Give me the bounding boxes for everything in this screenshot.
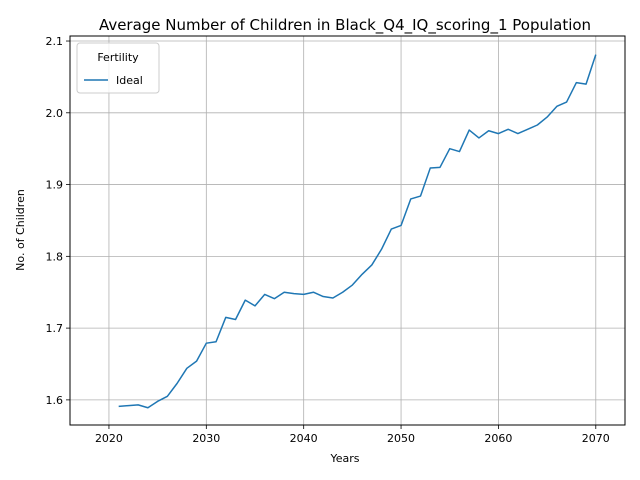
x-tick-label: 2050	[387, 432, 415, 445]
y-tick-label: 1.6	[46, 394, 64, 407]
x-tick-label: 2070	[582, 432, 610, 445]
grid	[70, 36, 625, 425]
x-tick-label: 2020	[95, 432, 123, 445]
x-axis-label: Years	[329, 452, 359, 465]
y-axis: 1.6 1.7 1.8 1.9 2.0 2.1	[46, 35, 70, 407]
y-tick-label: 2.1	[46, 35, 64, 48]
x-tick-label: 2040	[290, 432, 318, 445]
x-tick-label: 2060	[484, 432, 512, 445]
plot-frame	[69, 35, 626, 426]
x-tick-label: 2030	[192, 432, 220, 445]
x-axis: 2020 2030 2040 2050 2060 2070	[95, 425, 610, 445]
y-tick-label: 2.0	[46, 107, 64, 120]
legend-label-ideal: Ideal	[116, 74, 143, 87]
y-tick-label: 1.8	[46, 250, 64, 263]
plot-area	[118, 54, 597, 409]
y-tick-label: 1.7	[46, 322, 64, 335]
series-line-ideal	[118, 54, 597, 409]
chart-title: Average Number of Children in Black_Q4_I…	[99, 16, 591, 35]
legend-title: Fertility	[97, 51, 139, 64]
legend: Fertility Ideal	[76, 42, 160, 94]
y-tick-label: 1.9	[46, 179, 64, 192]
y-axis-label: No. of Children	[14, 189, 27, 271]
